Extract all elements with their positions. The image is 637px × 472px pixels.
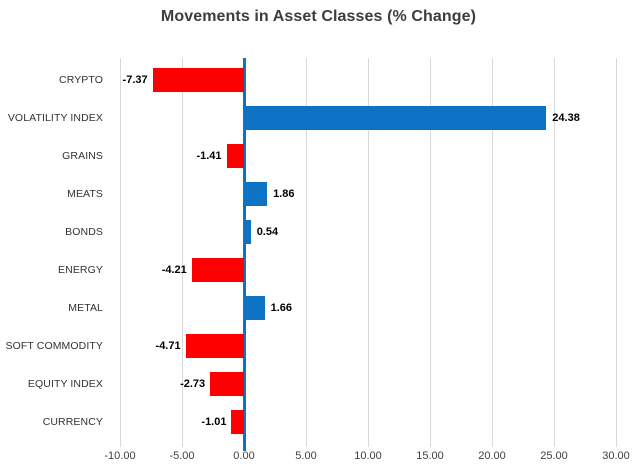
value-label: 1.86 <box>273 188 295 200</box>
gridline <box>615 58 617 447</box>
category-label: SOFT COMMODITY <box>5 340 103 352</box>
value-label: -4.21 <box>161 264 187 276</box>
x-tick-label: 25.00 <box>540 450 568 462</box>
value-label: -1.01 <box>201 416 227 428</box>
x-tick-label: 30.00 <box>602 450 630 462</box>
x-tick-label: 20.00 <box>478 450 506 462</box>
bar-currency <box>231 410 244 434</box>
bar-crypto <box>152 68 244 92</box>
x-tick-label: 0.00 <box>233 450 255 462</box>
value-label: 1.66 <box>270 302 292 314</box>
value-label: -7.37 <box>122 74 148 86</box>
x-tick-label: -10.00 <box>104 450 136 462</box>
category-label: ENERGY <box>58 264 103 276</box>
gridline <box>119 58 121 447</box>
value-label: -4.71 <box>155 340 181 352</box>
gridline <box>305 58 307 447</box>
bar-energy <box>191 258 244 282</box>
x-tick-label: 15.00 <box>416 450 444 462</box>
x-tick-label: 10.00 <box>354 450 382 462</box>
gridline <box>429 58 431 447</box>
category-label: CRYPTO <box>59 74 103 86</box>
gridline <box>367 58 369 447</box>
x-tick-label: -5.00 <box>169 450 195 462</box>
plot-area: -7.37 24.38 -1.41 1.86 0.54 -4.21 1.66 -4.71 -2.… <box>119 58 617 451</box>
bar-volatility-index <box>244 106 547 130</box>
chart-title: Movements in Asset Classes (% Change) <box>160 8 477 25</box>
bar-equity-index <box>210 372 244 396</box>
gridline <box>553 58 555 447</box>
category-label: CURRENCY <box>42 416 103 428</box>
gridline <box>181 58 183 447</box>
category-label: METAL <box>68 302 103 314</box>
category-label: BONDS <box>65 226 103 238</box>
gridline <box>491 58 493 447</box>
category-label: MEATS <box>67 188 103 200</box>
value-label: 0.54 <box>256 226 279 238</box>
value-label: -2.73 <box>180 378 206 390</box>
bar-bonds <box>244 220 251 244</box>
bar-soft-commodity <box>185 334 244 358</box>
bar-grains <box>226 144 244 168</box>
category-label: EQUITY INDEX <box>27 378 103 390</box>
bar-meats <box>244 182 268 206</box>
bar-metal <box>244 296 265 320</box>
x-tick-label: 5.00 <box>295 450 317 462</box>
zero-axis-line <box>242 58 246 451</box>
category-label: VOLATILITY INDEX <box>7 112 103 124</box>
value-label: 24.38 <box>552 112 580 124</box>
value-label: -1.41 <box>196 150 222 162</box>
category-label: GRAINS <box>62 150 103 162</box>
